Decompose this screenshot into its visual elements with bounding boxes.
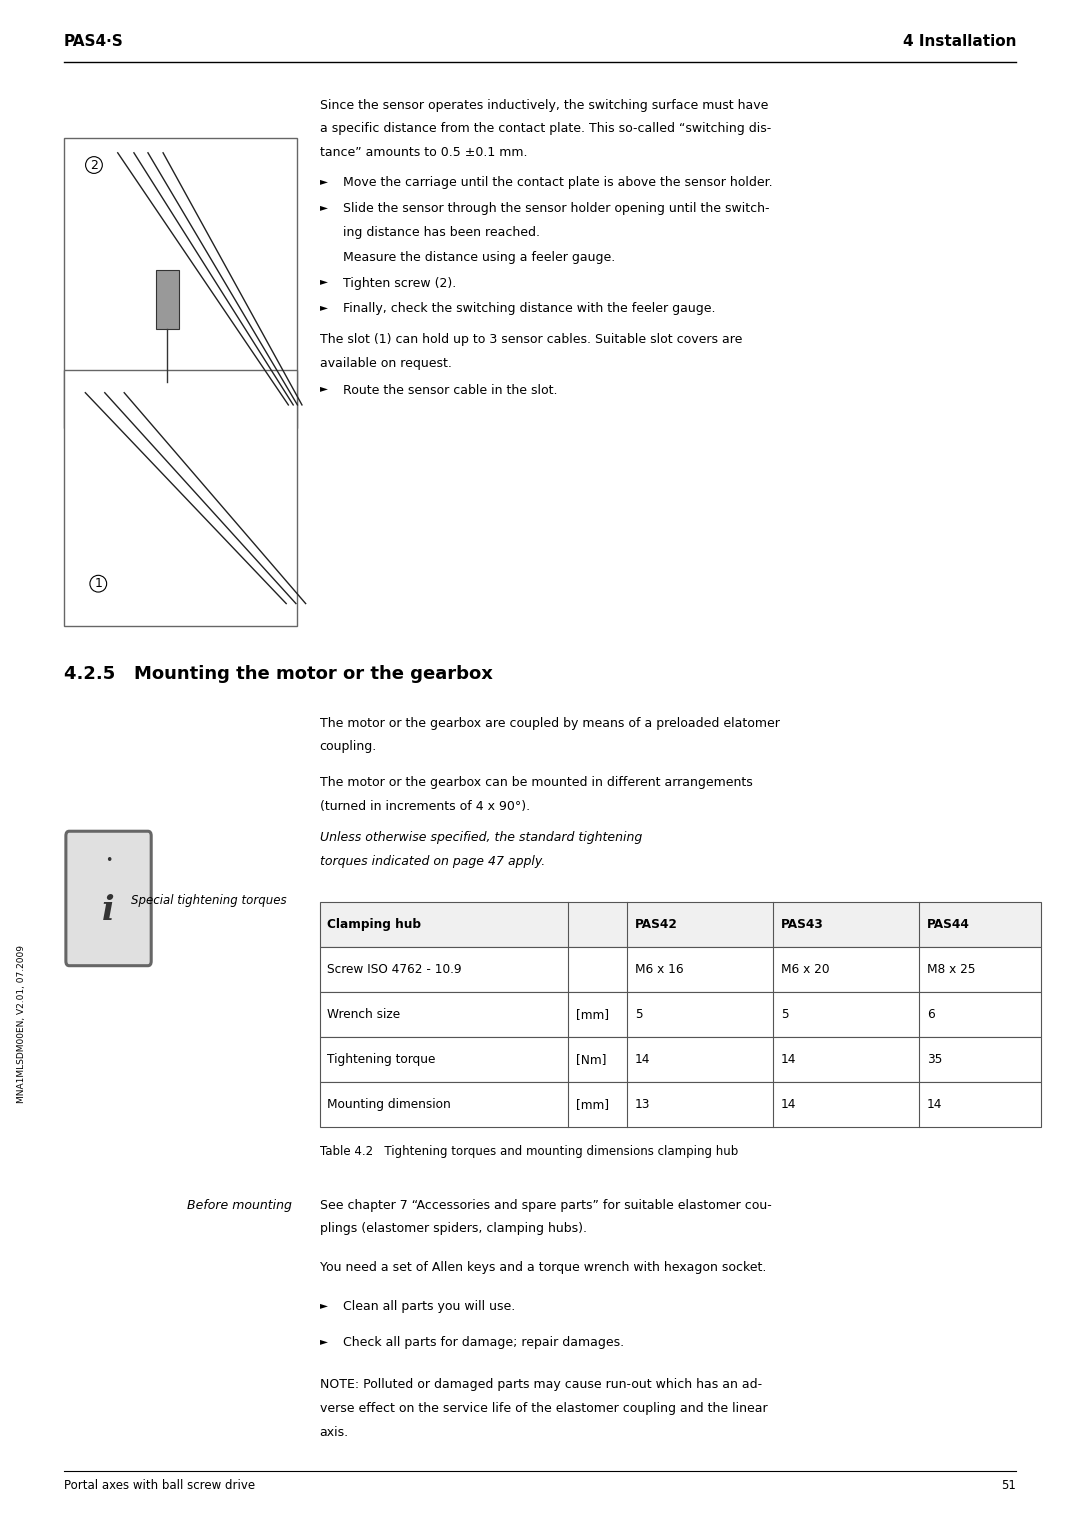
Text: Portal axes with ball screw drive: Portal axes with ball screw drive (64, 1479, 255, 1493)
Text: NOTE: Polluted or damaged parts may cause run-out which has an ad-: NOTE: Polluted or damaged parts may caus… (320, 1378, 761, 1392)
Text: Special tightening torques: Special tightening torques (131, 894, 286, 908)
Text: [mm]: [mm] (576, 1097, 609, 1111)
Text: Slide the sensor through the sensor holder opening until the switch-: Slide the sensor through the sensor hold… (343, 202, 770, 215)
Bar (320, 947, 1041, 992)
Text: Screw ISO 4762 - 10.9: Screw ISO 4762 - 10.9 (327, 963, 462, 976)
Text: i: i (103, 894, 114, 927)
Text: [mm]: [mm] (576, 1007, 609, 1021)
Text: PAS43: PAS43 (781, 917, 824, 931)
Bar (156, 270, 179, 329)
Text: plings (elastomer spiders, clamping hubs).: plings (elastomer spiders, clamping hubs… (320, 1222, 586, 1236)
Text: Table 4.2   Tightening torques and mounting dimensions clamping hub: Table 4.2 Tightening torques and mountin… (320, 1146, 738, 1158)
Text: M8 x 25: M8 x 25 (927, 963, 975, 976)
Bar (64, 138, 297, 428)
Text: 14: 14 (781, 1097, 796, 1111)
Text: ►: ► (320, 277, 327, 287)
Text: M6 x 16: M6 x 16 (635, 963, 684, 976)
Text: Tighten screw (2).: Tighten screw (2). (343, 277, 457, 290)
Text: axis.: axis. (320, 1426, 349, 1439)
Text: The slot (1) can hold up to 3 sensor cables. Suitable slot covers are: The slot (1) can hold up to 3 sensor cab… (320, 333, 742, 347)
Text: Unless otherwise specified, the standard tightening: Unless otherwise specified, the standard… (320, 831, 642, 845)
Bar (320, 902, 1041, 947)
FancyBboxPatch shape (66, 831, 151, 966)
Text: a specific distance from the contact plate. This so-called “switching dis-: a specific distance from the contact pla… (320, 122, 771, 136)
Text: 35: 35 (927, 1053, 942, 1067)
Text: [Nm]: [Nm] (576, 1053, 606, 1067)
Text: The motor or the gearbox are coupled by means of a preloaded elatomer: The motor or the gearbox are coupled by … (320, 717, 780, 730)
Bar (64, 370, 297, 626)
Text: ►: ► (320, 384, 327, 394)
Text: 14: 14 (781, 1053, 796, 1067)
Text: 6: 6 (927, 1007, 934, 1021)
Text: MNA1MLSDM00EN, V2.01, 07.2009: MNA1MLSDM00EN, V2.01, 07.2009 (17, 944, 26, 1103)
Text: Since the sensor operates inductively, the switching surface must have: Since the sensor operates inductively, t… (320, 98, 768, 112)
Text: available on request.: available on request. (320, 356, 451, 370)
Text: M6 x 20: M6 x 20 (781, 963, 829, 976)
Text: 14: 14 (635, 1053, 650, 1067)
Text: torques indicated on page 47 apply.: torques indicated on page 47 apply. (320, 856, 545, 868)
Text: Route the sensor cable in the slot.: Route the sensor cable in the slot. (343, 384, 558, 397)
Text: ►: ► (320, 301, 327, 312)
Text: •: • (105, 854, 112, 868)
Text: verse effect on the service life of the elastomer coupling and the linear: verse effect on the service life of the … (320, 1403, 767, 1415)
Text: Mounting dimension: Mounting dimension (327, 1097, 451, 1111)
Text: (turned in increments of 4 x 90°).: (turned in increments of 4 x 90°). (320, 801, 530, 813)
Text: ing distance has been reached.: ing distance has been reached. (343, 226, 540, 240)
Text: 51: 51 (1001, 1479, 1016, 1493)
Text: You need a set of Allen keys and a torque wrench with hexagon socket.: You need a set of Allen keys and a torqu… (320, 1262, 766, 1274)
Text: 5: 5 (781, 1007, 788, 1021)
Text: Clean all parts you will use.: Clean all parts you will use. (343, 1300, 515, 1314)
Text: Move the carriage until the contact plate is above the sensor holder.: Move the carriage until the contact plat… (343, 176, 773, 189)
Text: ►: ► (320, 1300, 327, 1311)
Text: Check all parts for damage; repair damages.: Check all parts for damage; repair damag… (343, 1337, 624, 1349)
Text: Before mounting: Before mounting (187, 1199, 292, 1212)
Bar (320, 1082, 1041, 1128)
Text: PAS4·S: PAS4·S (64, 34, 123, 49)
Bar (320, 992, 1041, 1038)
Text: tance” amounts to 0.5 ±0.1 mm.: tance” amounts to 0.5 ±0.1 mm. (320, 145, 527, 159)
Text: 5: 5 (635, 1007, 643, 1021)
Text: ►: ► (320, 1337, 327, 1346)
Text: ►: ► (320, 176, 327, 186)
Text: Clamping hub: Clamping hub (327, 917, 421, 931)
Text: See chapter 7 “Accessories and spare parts” for suitable elastomer cou-: See chapter 7 “Accessories and spare par… (320, 1199, 771, 1212)
Text: Finally, check the switching distance with the feeler gauge.: Finally, check the switching distance wi… (343, 301, 716, 315)
Text: 4 Installation: 4 Installation (903, 34, 1016, 49)
Text: 4.2.5   Mounting the motor or the gearbox: 4.2.5 Mounting the motor or the gearbox (64, 665, 492, 683)
Text: Tightening torque: Tightening torque (327, 1053, 435, 1067)
Text: 14: 14 (927, 1097, 942, 1111)
Text: 1: 1 (94, 578, 103, 590)
Text: PAS44: PAS44 (927, 917, 970, 931)
Bar (320, 1038, 1041, 1082)
Text: PAS42: PAS42 (635, 917, 678, 931)
Text: ►: ► (320, 202, 327, 212)
Text: coupling.: coupling. (320, 741, 377, 753)
Text: 13: 13 (635, 1097, 650, 1111)
Text: Measure the distance using a feeler gauge.: Measure the distance using a feeler gaug… (343, 251, 616, 264)
Text: 2: 2 (90, 159, 98, 171)
Text: The motor or the gearbox can be mounted in different arrangements: The motor or the gearbox can be mounted … (320, 776, 753, 790)
Text: Wrench size: Wrench size (327, 1007, 401, 1021)
